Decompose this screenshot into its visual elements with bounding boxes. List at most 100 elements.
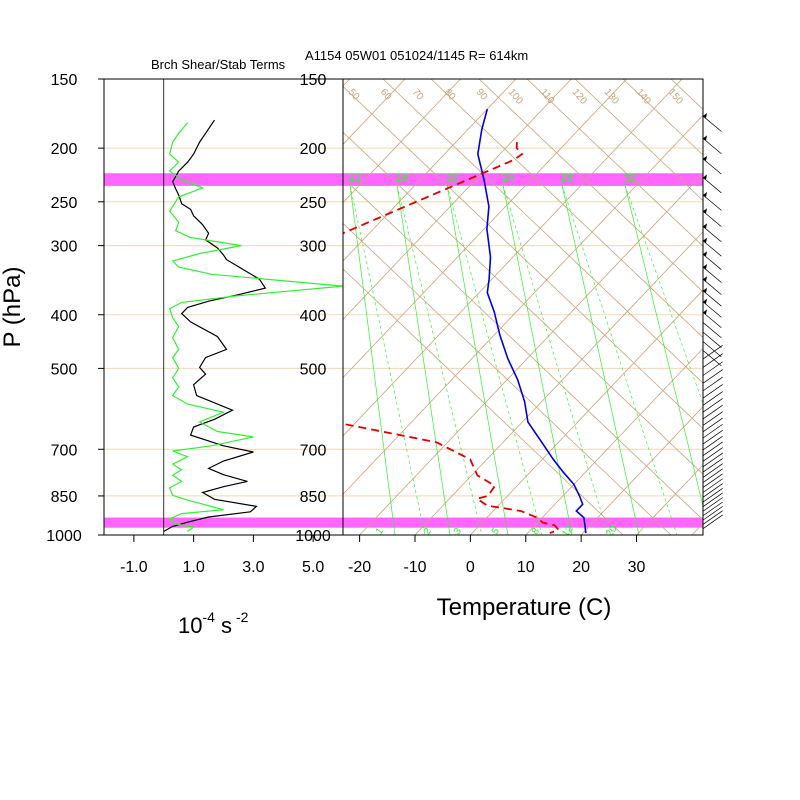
mixing-ratio-label-lower: 2	[422, 526, 434, 537]
isotherm-line	[343, 79, 461, 204]
pressure-tick-label-right: 300	[300, 239, 327, 256]
chart-title: A1154 05W01 051024/1145 R= 614km	[305, 48, 528, 63]
wind-barb	[702, 331, 722, 348]
moist-adiabat-line	[502, 184, 573, 535]
adiabat-line	[670, 79, 703, 110]
wind-barb-flag	[703, 309, 707, 315]
wind-barb	[702, 430, 723, 445]
adiabat-line	[343, 268, 624, 535]
isotherm-line	[691, 522, 703, 535]
wind-barb	[702, 497, 723, 512]
mixing-ratio-line	[446, 184, 543, 535]
mixing-ratio-label-lower: 3	[452, 526, 464, 537]
mixing-ratio-label-lower: 5	[490, 526, 502, 537]
wind-barb	[702, 278, 722, 295]
adiabat-line	[526, 79, 703, 247]
wind-barb	[702, 290, 722, 307]
left-black-trace	[163, 119, 267, 532]
temperature-tick-label: 20	[572, 559, 590, 576]
wind-barb	[702, 115, 722, 132]
wind-barb	[702, 411, 723, 426]
adiabat-line	[382, 79, 703, 384]
wind-barb	[702, 514, 723, 529]
wind-barb	[702, 435, 723, 451]
pressure-tick-label-right: 700	[300, 442, 327, 459]
moist-adiabat-line	[349, 184, 396, 535]
temperature-profile	[476, 108, 587, 534]
wind-barb	[702, 240, 722, 257]
wind-barb	[702, 510, 723, 525]
mixing-ratio-line	[396, 184, 483, 535]
left-units-label: 10-4 s -2	[178, 609, 249, 638]
pressure-tick-label-right: 150	[300, 72, 327, 89]
pressure-tick-label-left: 400	[51, 308, 78, 325]
wind-barb	[702, 158, 722, 175]
wind-barb-flag	[703, 237, 707, 243]
pressure-tick-label-left: 250	[51, 195, 78, 212]
isotherm-line	[343, 114, 703, 495]
skewt-profiles	[343, 108, 587, 534]
rh-label: 60	[378, 87, 394, 103]
wind-barb-flag	[703, 155, 707, 161]
isotherm-line	[359, 172, 703, 535]
wind-barb	[702, 478, 723, 493]
wind-barb-flag	[703, 113, 707, 119]
wind-barb	[702, 463, 723, 478]
isotherm-line	[343, 79, 572, 320]
adiabat-line	[343, 86, 703, 430]
wind-barb	[702, 458, 723, 473]
wind-barb	[702, 404, 723, 420]
wind-barb	[702, 488, 723, 503]
wind-barb	[702, 447, 723, 462]
wind-barb-flag	[703, 208, 707, 214]
pressure-tick-label-left: 700	[51, 442, 78, 459]
y-axis-label: P (hPa)	[0, 267, 26, 348]
highlight-band-1	[104, 517, 703, 528]
pressure-tick-label-left: 200	[51, 141, 78, 158]
isotherm-line	[343, 79, 517, 262]
left-x-tick-label: 3.0	[242, 559, 264, 576]
wind-barb	[702, 398, 723, 413]
isotherm-line	[414, 231, 703, 535]
wind-barb-flag	[703, 135, 707, 141]
mixing-ratio-label-lower: 12	[560, 523, 576, 539]
wind-barb	[702, 266, 722, 283]
wind-barb	[702, 253, 722, 270]
dewpoint-profile	[343, 142, 561, 534]
wind-barb	[702, 341, 722, 358]
temperature-tick-label: 0	[466, 559, 475, 576]
wind-barb	[702, 376, 723, 392]
wind-barb-flag	[703, 174, 707, 180]
isotherm-line	[0, 79, 184, 535]
pressure-tick-label-right: 250	[300, 195, 327, 212]
wind-barb	[702, 210, 722, 227]
units-s: s	[221, 613, 232, 638]
wind-barb	[702, 473, 723, 488]
wind-barb	[702, 369, 723, 384]
wind-barb	[702, 353, 723, 368]
pressure-tick-label-left: 150	[51, 72, 78, 89]
isotherm-line	[525, 347, 703, 535]
rh-label: 100	[506, 87, 525, 107]
wind-barb-flag	[703, 191, 707, 197]
rh-label: 110	[538, 87, 557, 107]
temperature-tick-label: -20	[348, 559, 371, 576]
moist-adiabat-line	[446, 184, 509, 535]
left-x-tick-label: 1.0	[183, 559, 205, 576]
wind-barb	[702, 312, 722, 329]
wind-barb	[702, 194, 722, 211]
mixing-ratio-label: 16	[396, 172, 408, 184]
mixing-ratio-label: 32	[624, 172, 636, 184]
wind-barb	[702, 506, 723, 521]
mixing-ratio-label: 28	[561, 172, 573, 184]
highlight-bands	[104, 147, 703, 528]
rh-label: 70	[410, 87, 426, 103]
wind-barb	[702, 177, 722, 194]
adiabat-line	[430, 79, 703, 338]
mixing-ratio-label: 12	[349, 172, 361, 184]
mixing-ratio-label-lower: 20	[604, 523, 620, 539]
left-x-tick-label: 5.0	[302, 559, 324, 576]
pressure-tick-label-right: 850	[300, 489, 327, 506]
